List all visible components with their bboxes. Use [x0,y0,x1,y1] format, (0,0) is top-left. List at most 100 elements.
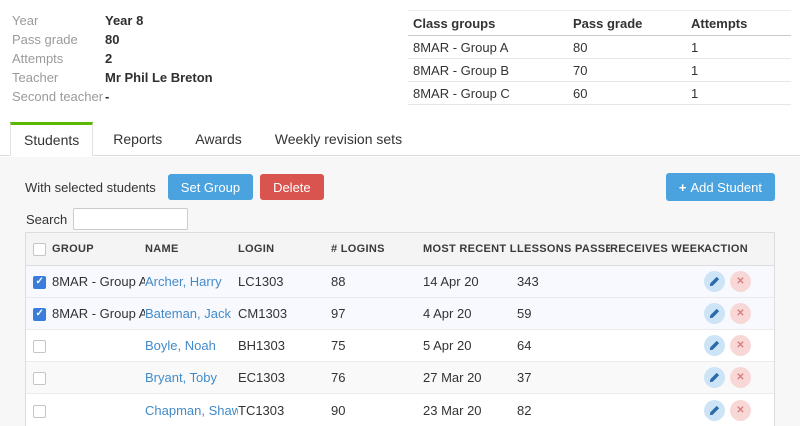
info-label: Year [12,13,39,28]
info-value: 80 [105,32,120,47]
class-group-pass-grade: 70 [573,62,588,78]
info-value: Mr Phil Le Breton [105,70,213,85]
header-group: GROUP [52,243,94,255]
student-lessons-passed: 59 [517,306,532,321]
info-label: Second teacher [12,89,104,104]
remove-x-icon[interactable]: ✕ [730,303,751,324]
class-groups-header-attempts: Attempts [691,15,748,31]
student-num-logins: 90 [331,402,346,418]
class-group-row: 8MAR - Group B 70 1 [408,59,791,82]
header-name: NAME [145,243,179,255]
class-group-row: 8MAR - Group C 60 1 [408,82,791,105]
edit-pencil-icon[interactable] [704,399,725,421]
info-label: Pass grade [12,32,78,47]
tab-bar: Students Reports Awards Weekly revision … [0,122,800,156]
header-login: LOGIN [238,243,275,255]
row-checkbox[interactable] [33,276,46,290]
student-name-link[interactable]: Bryant, Toby [145,370,218,385]
add-student-label: Add Student [690,179,762,195]
students-table: GROUP NAME LOGIN # LOGINS MOST RECENT L.… [25,232,775,426]
class-info-block: Year Year 8 Pass grade 80 Attempts 2 Tea… [12,11,213,106]
search-label: Search [26,211,68,227]
students-panel: With selected students Set Group Delete … [0,157,800,426]
row-checkbox[interactable] [33,372,46,386]
student-num-logins: 76 [331,370,346,385]
student-login: BH1303 [238,338,285,353]
class-group-pass-grade: 80 [573,39,588,55]
tab-weekly-revision-sets[interactable]: Weekly revision sets [274,130,403,147]
tab-awards[interactable]: Awards [195,130,242,147]
student-row: 8MAR - Group A Archer, Harry LC1303 88 1… [26,266,774,298]
students-table-header: GROUP NAME LOGIN # LOGINS MOST RECENT L.… [26,233,774,266]
with-selected-label: With selected students [25,179,156,195]
student-group: 8MAR - Group A [52,274,145,289]
class-group-name: 8MAR - Group B [413,62,510,78]
class-group-pass-grade: 60 [573,85,588,101]
student-most-recent: 5 Apr 20 [423,338,472,353]
student-login: CM1303 [238,306,288,321]
student-name-link[interactable]: Bateman, Jack [145,306,231,321]
info-label: Attempts [12,51,64,66]
header-num-logins: # LOGINS [331,243,385,255]
delete-button[interactable]: Delete [260,174,324,200]
student-row: 8MAR - Group A Bateman, Jack CM1303 97 4… [26,298,774,330]
remove-x-icon[interactable]: ✕ [730,399,751,421]
student-lessons-passed: 64 [517,338,532,353]
class-groups-table: Class groups Pass grade Attempts 8MAR - … [408,10,791,105]
row-checkbox[interactable] [33,308,46,322]
header-most-recent: MOST RECENT L... [423,243,517,255]
student-name-link[interactable]: Boyle, Noah [145,338,216,353]
info-row-teacher: Teacher Mr Phil Le Breton [12,68,213,87]
select-all-checkbox[interactable] [33,242,46,256]
student-most-recent: 4 Apr 20 [423,306,472,321]
student-row: Bryant, Toby EC1303 76 27 Mar 20 37 ✕ [26,362,774,394]
info-label: Teacher [12,70,59,85]
edit-pencil-icon[interactable] [704,335,725,356]
class-groups-header: Class groups Pass grade Attempts [408,10,791,36]
remove-x-icon[interactable]: ✕ [730,335,751,356]
row-checkbox[interactable] [33,340,46,354]
search-input[interactable] [73,208,189,230]
class-group-name: 8MAR - Group A [413,39,509,55]
student-most-recent: 14 Apr 20 [423,274,479,289]
class-group-attempts: 1 [691,85,699,101]
student-num-logins: 88 [331,274,346,289]
header-action: ACTION [704,243,748,255]
class-groups-header-pass-grade: Pass grade [573,15,643,31]
tab-students[interactable]: Students [10,122,94,156]
edit-pencil-icon[interactable] [704,271,725,292]
student-lessons-passed: 343 [517,274,539,289]
student-lessons-passed: 37 [517,370,532,385]
remove-x-icon[interactable]: ✕ [730,367,751,388]
row-checkbox[interactable] [33,404,46,418]
student-num-logins: 97 [331,306,346,321]
edit-pencil-icon[interactable] [704,367,725,388]
set-group-button[interactable]: Set Group [167,174,254,200]
student-row: Boyle, Noah BH1303 75 5 Apr 20 64 ✕ [26,330,774,362]
info-row-year: Year Year 8 [12,11,213,30]
students-toolbar: With selected students Set Group Delete … [25,173,775,201]
student-name-link[interactable]: Chapman, Shawn [145,402,238,418]
info-row-second-teacher: Second teacher - [12,87,213,106]
student-name-link[interactable]: Archer, Harry [145,274,222,289]
student-login: TC1303 [238,402,285,418]
student-row: Chapman, Shawn TC1303 90 23 Mar 20 82 ✕ [26,394,774,426]
student-num-logins: 75 [331,338,346,353]
class-groups-header-name: Class groups [413,15,496,31]
student-most-recent: 23 Mar 20 [423,402,482,418]
info-row-attempts: Attempts 2 [12,49,213,68]
edit-pencil-icon[interactable] [704,303,725,324]
student-lessons-passed: 82 [517,402,532,418]
student-login: EC1303 [238,370,285,385]
student-login: LC1303 [238,274,284,289]
info-value: Year 8 [105,13,144,28]
class-group-attempts: 1 [691,39,699,55]
remove-x-icon[interactable]: ✕ [730,271,751,292]
tab-reports[interactable]: Reports [113,130,163,147]
add-student-button[interactable]: + Add Student [665,173,775,201]
search-row: Search [26,208,189,230]
class-group-row: 8MAR - Group A 80 1 [408,36,791,59]
student-most-recent: 27 Mar 20 [423,370,482,385]
header-receives-weekly: RECEIVES WEEKL... [610,243,704,255]
